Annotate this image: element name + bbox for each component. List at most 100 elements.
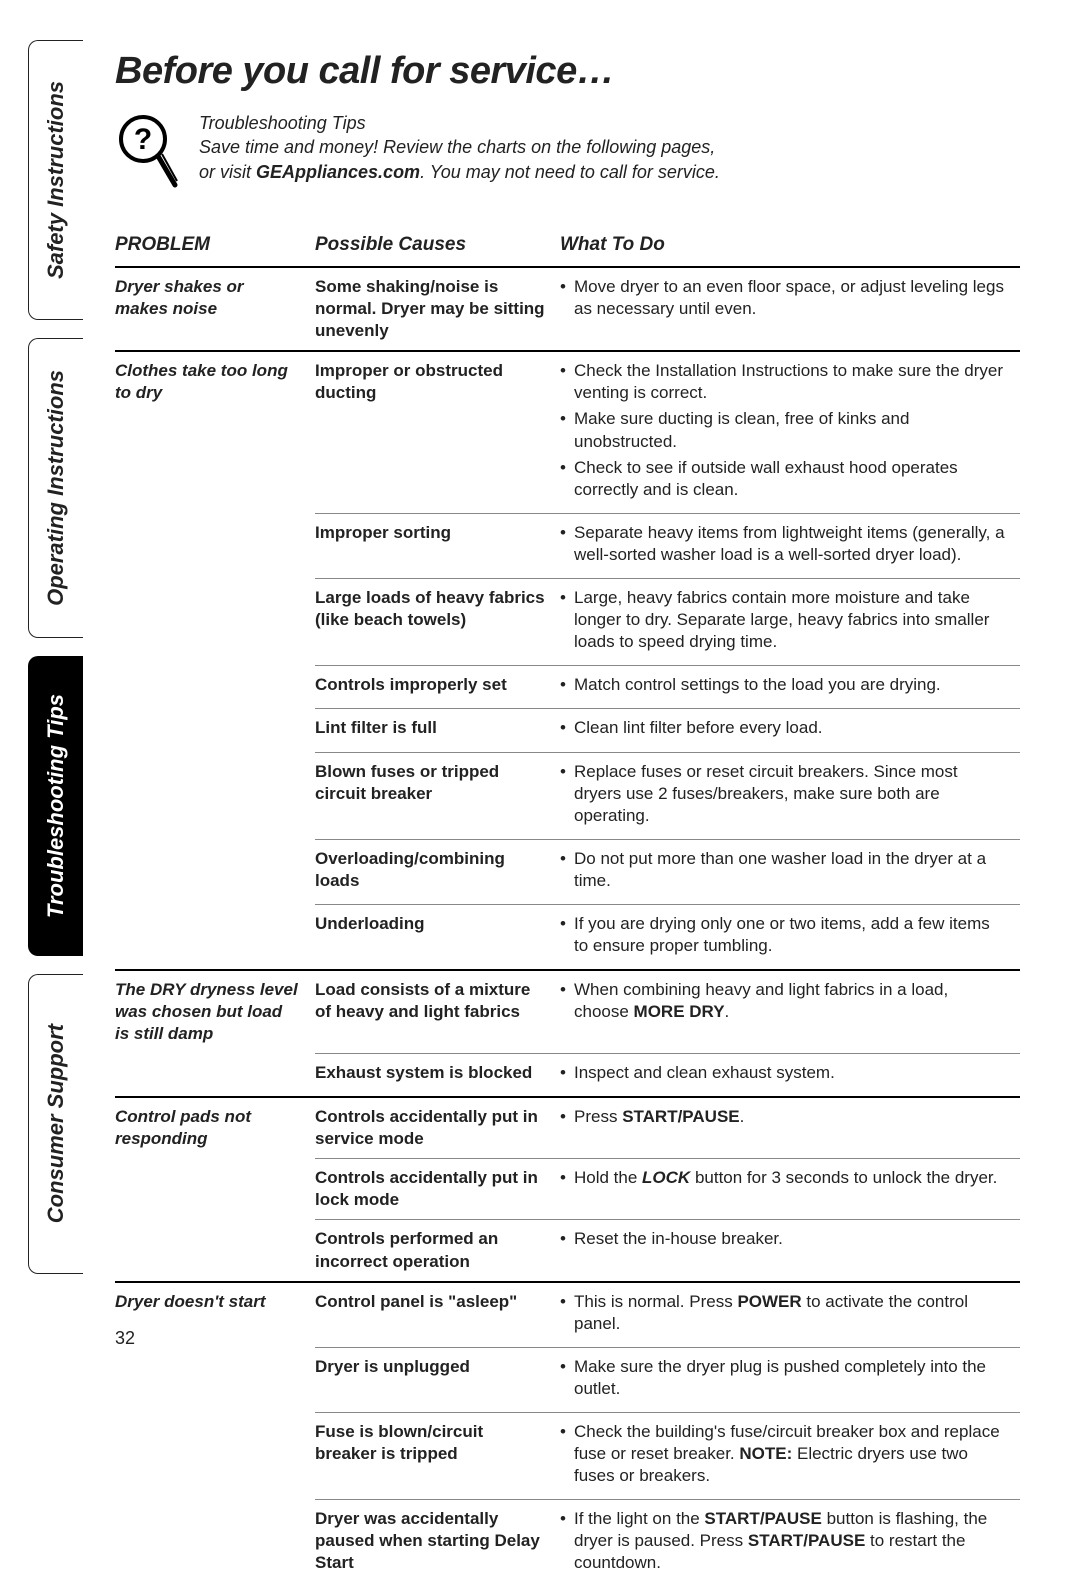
header-todo: What To Do xyxy=(560,226,1020,267)
cell-cause: Some shaking/noise is normal. Dryer may … xyxy=(315,267,560,351)
cell-problem: Dryer doesn't start xyxy=(115,1282,315,1348)
cell-problem: Dryer shakes or makes noise xyxy=(115,267,315,351)
cell-problem xyxy=(115,752,315,839)
todo-item: Match control settings to the load you a… xyxy=(560,674,1006,696)
table-row: Improper sortingSeparate heavy items fro… xyxy=(115,513,1020,578)
table-row: Fuse is blown/circuit breaker is tripped… xyxy=(115,1412,1020,1499)
table-row: UnderloadingIf you are drying only one o… xyxy=(115,904,1020,970)
cell-problem xyxy=(115,904,315,970)
todo-item: Press START/PAUSE. xyxy=(560,1106,1006,1128)
cell-todo: If the light on the START/PAUSE button i… xyxy=(560,1500,1020,1587)
tab-label: Safety Instructions xyxy=(43,81,69,279)
tab-operating[interactable]: Operating Instructions xyxy=(28,338,83,638)
table-row: Controls improperly setMatch control set… xyxy=(115,666,1020,709)
cell-todo: Reset the in-house breaker. xyxy=(560,1220,1020,1282)
cell-problem: The DRY dryness level was chosen but loa… xyxy=(115,970,315,1053)
table-row: Blown fuses or tripped circuit breakerRe… xyxy=(115,752,1020,839)
cell-todo: Hold the LOCK button for 3 seconds to un… xyxy=(560,1159,1020,1220)
cell-cause: Blown fuses or tripped circuit breaker xyxy=(315,752,560,839)
table-row: The DRY dryness level was chosen but loa… xyxy=(115,970,1020,1053)
todo-item: Check to see if outside wall exhaust hoo… xyxy=(560,457,1006,501)
cell-cause: Controls accidentally put in lock mode xyxy=(315,1159,560,1220)
todo-item: Check the Installation Instructions to m… xyxy=(560,360,1006,404)
table-row: Controls performed an incorrect operatio… xyxy=(115,1220,1020,1282)
cell-todo: Large, heavy fabrics contain more moistu… xyxy=(560,579,1020,666)
cell-cause: Overloading/combining loads xyxy=(315,839,560,904)
table-row: Control pads not respondingControls acci… xyxy=(115,1097,1020,1159)
intro-text: Troubleshooting Tips Save time and money… xyxy=(199,111,720,184)
cell-cause: Improper or obstructed ducting xyxy=(315,351,560,513)
table-row: Large loads of heavy fabrics (like beach… xyxy=(115,579,1020,666)
header-problem: PROBLEM xyxy=(115,226,315,267)
cell-problem xyxy=(115,1220,315,1282)
cell-problem xyxy=(115,1347,315,1412)
cell-todo: If you are drying only one or two items,… xyxy=(560,904,1020,970)
cell-cause: Fuse is blown/circuit breaker is tripped xyxy=(315,1412,560,1499)
table-row: Overloading/combining loadsDo not put mo… xyxy=(115,839,1020,904)
table-row: Dryer is unpluggedMake sure the dryer pl… xyxy=(115,1347,1020,1412)
todo-item: Check the building's fuse/circuit breake… xyxy=(560,1421,1006,1487)
cell-problem xyxy=(115,579,315,666)
tab-troubleshooting[interactable]: Troubleshooting Tips xyxy=(28,656,83,956)
cell-problem: Control pads not responding xyxy=(115,1097,315,1159)
todo-item: Separate heavy items from lightweight it… xyxy=(560,522,1006,566)
page-number: 32 xyxy=(115,1328,135,1349)
cell-problem: Clothes take too long to dry xyxy=(115,351,315,513)
todo-item: Make sure the dryer plug is pushed compl… xyxy=(560,1356,1006,1400)
cell-todo: When combining heavy and light fabrics i… xyxy=(560,970,1020,1053)
table-row: Lint filter is fullClean lint filter bef… xyxy=(115,709,1020,752)
todo-item: Replace fuses or reset circuit breakers.… xyxy=(560,761,1006,827)
side-tabs: Safety Instructions Operating Instructio… xyxy=(28,40,83,1357)
content: Before you call for service… ? Troublesh… xyxy=(115,40,1020,1587)
cell-cause: Large loads of heavy fabrics (like beach… xyxy=(315,579,560,666)
cell-todo: Do not put more than one washer load in … xyxy=(560,839,1020,904)
cell-cause: Dryer was accidentally paused when start… xyxy=(315,1500,560,1587)
cell-problem xyxy=(115,709,315,752)
header-cause: Possible Causes xyxy=(315,226,560,267)
cell-todo: Match control settings to the load you a… xyxy=(560,666,1020,709)
todo-item: Inspect and clean exhaust system. xyxy=(560,1062,1006,1084)
cell-cause: Control panel is "asleep" xyxy=(315,1282,560,1348)
todo-item: Make sure ducting is clean, free of kink… xyxy=(560,408,1006,452)
todo-item: When combining heavy and light fabrics i… xyxy=(560,979,1006,1023)
todo-item: Move dryer to an even floor space, or ad… xyxy=(560,276,1006,320)
tab-label: Troubleshooting Tips xyxy=(43,694,69,918)
todo-item: This is normal. Press POWER to activate … xyxy=(560,1291,1006,1335)
tab-label: Operating Instructions xyxy=(43,370,69,606)
intro-body: Save time and money! Review the charts o… xyxy=(199,135,720,184)
cell-problem xyxy=(115,1053,315,1097)
cell-todo: Make sure the dryer plug is pushed compl… xyxy=(560,1347,1020,1412)
table-row: Dryer doesn't startControl panel is "asl… xyxy=(115,1282,1020,1348)
cell-problem xyxy=(115,513,315,578)
cell-todo: Clean lint filter before every load. xyxy=(560,709,1020,752)
todo-item: Reset the in-house breaker. xyxy=(560,1228,1006,1250)
table-row: Dryer was accidentally paused when start… xyxy=(115,1500,1020,1587)
table-row: Exhaust system is blockedInspect and cle… xyxy=(115,1053,1020,1097)
cell-cause: Underloading xyxy=(315,904,560,970)
todo-item: Clean lint filter before every load. xyxy=(560,717,1006,739)
table-row: Controls accidentally put in lock modeHo… xyxy=(115,1159,1020,1220)
todo-item: Do not put more than one washer load in … xyxy=(560,848,1006,892)
tab-safety[interactable]: Safety Instructions xyxy=(28,40,83,320)
cell-todo: Check the Installation Instructions to m… xyxy=(560,351,1020,513)
cell-todo: Replace fuses or reset circuit breakers.… xyxy=(560,752,1020,839)
svg-text:?: ? xyxy=(134,123,152,156)
cell-cause: Controls improperly set xyxy=(315,666,560,709)
page: Safety Instructions Operating Instructio… xyxy=(0,0,1080,1397)
cell-cause: Lint filter is full xyxy=(315,709,560,752)
cell-cause: Dryer is unplugged xyxy=(315,1347,560,1412)
cell-cause: Exhaust system is blocked xyxy=(315,1053,560,1097)
tab-label: Consumer Support xyxy=(43,1024,69,1223)
cell-problem xyxy=(115,1412,315,1499)
cell-problem xyxy=(115,666,315,709)
table-row: Clothes take too long to dryImproper or … xyxy=(115,351,1020,513)
todo-item: If you are drying only one or two items,… xyxy=(560,913,1006,957)
cell-cause: Load consists of a mixture of heavy and … xyxy=(315,970,560,1053)
cell-todo: Check the building's fuse/circuit breake… xyxy=(560,1412,1020,1499)
intro: ? Troubleshooting Tips Save time and mon… xyxy=(115,111,1020,196)
tab-consumer[interactable]: Consumer Support xyxy=(28,974,83,1274)
cell-problem xyxy=(115,839,315,904)
todo-item: Large, heavy fabrics contain more moistu… xyxy=(560,587,1006,653)
intro-heading: Troubleshooting Tips xyxy=(199,111,720,135)
cell-todo: Move dryer to an even floor space, or ad… xyxy=(560,267,1020,351)
